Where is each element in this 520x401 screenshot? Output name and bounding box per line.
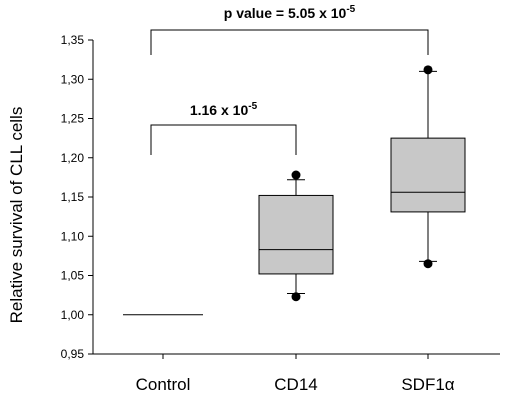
outlier-point	[291, 170, 301, 180]
plot-marks	[123, 65, 466, 316]
significance-bracket: p value = 5.05 x 10-5	[150, 4, 429, 55]
x-tick-label: Control	[136, 375, 191, 394]
p-value-exponent: -5	[346, 4, 355, 15]
p-value-label: p value = 5.05 x 10-5	[224, 4, 356, 21]
y-tick-label: 1,30	[61, 72, 85, 86]
p-value-text: 1.16 x 10	[190, 102, 249, 118]
x-tick-label: SDF1α	[401, 375, 454, 394]
y-tick-label: 1,10	[61, 229, 85, 243]
significance-annotations: 1.16 x 10-5p value = 5.05 x 10-5	[150, 4, 429, 155]
p-value-exponent: -5	[248, 101, 257, 112]
y-tick-label: 1,05	[61, 269, 85, 283]
p-value-label: 1.16 x 10-5	[190, 101, 258, 118]
axes: 0,95 1,00 1,05 1,10 1,15 1,20 1,25 1,30 1,35 Cont…	[7, 33, 500, 394]
outlier-point	[291, 292, 301, 302]
significance-bracket: 1.16 x 10-5	[150, 101, 297, 155]
y-axis-title: Relative survival of CLL cells	[7, 107, 26, 324]
y-tick-label: 1,15	[61, 190, 85, 204]
y-tick-label: 1,35	[61, 33, 85, 47]
y-tick-label: 0,95	[61, 347, 85, 361]
p-value-text: p value = 5.05 x 10	[224, 5, 347, 21]
iqr-box	[390, 137, 466, 213]
bracket-line	[150, 124, 297, 155]
bracket-line	[150, 29, 429, 55]
box-sdf1-	[390, 65, 466, 269]
outlier-point	[423, 259, 433, 269]
x-tick-label: CD14	[274, 375, 317, 394]
iqr-box	[258, 194, 334, 275]
outlier-point	[423, 65, 433, 75]
box-cd14	[258, 170, 334, 302]
y-tick-label: 1,00	[61, 308, 85, 322]
y-tick-label: 1,20	[61, 151, 85, 165]
y-tick-label: 1,25	[61, 112, 85, 126]
